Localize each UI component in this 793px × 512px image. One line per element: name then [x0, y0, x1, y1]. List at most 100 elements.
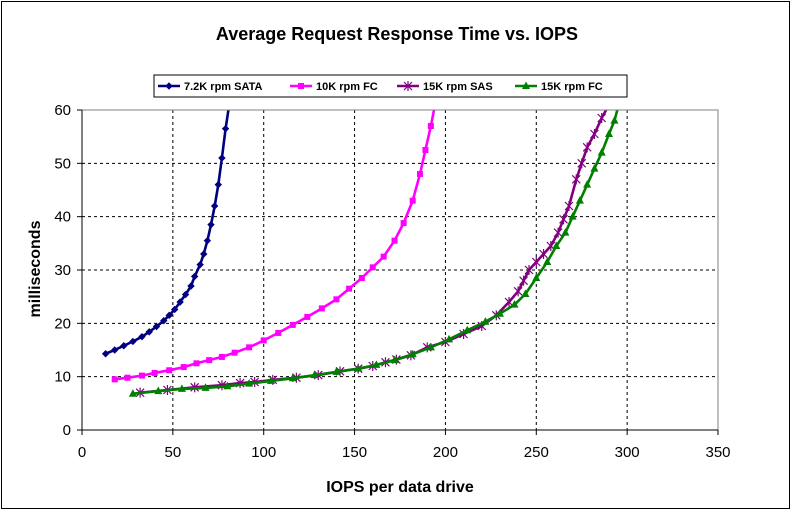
data-point [218, 154, 226, 162]
data-point [177, 384, 186, 392]
data-point [275, 329, 282, 336]
data-point [372, 360, 381, 368]
data-point [408, 349, 417, 358]
series-1 [101, 102, 232, 358]
data-point [318, 305, 325, 312]
data-point [354, 364, 363, 372]
data-point [304, 313, 311, 320]
data-point [543, 257, 552, 265]
data-point [390, 355, 399, 364]
data-point [431, 110, 438, 111]
data-point [145, 328, 153, 336]
data-point [380, 253, 387, 260]
data-point [409, 197, 416, 204]
legend-marker [403, 81, 413, 91]
legend-item: 15K rpm SAS [397, 81, 493, 93]
series-layer [101, 100, 623, 398]
x-tick-label: 300 [615, 444, 640, 461]
data-point [260, 337, 267, 344]
series-2 [111, 110, 438, 383]
data-point [196, 260, 204, 269]
data-point [590, 164, 599, 172]
legend-items: 7.2K rpm SATA 10K rpm FC 15K rpm SAS 15K rp… [158, 81, 603, 93]
data-point [521, 289, 530, 297]
data-point [288, 373, 297, 382]
y-tick-label: 20 [54, 315, 71, 332]
data-point [246, 344, 253, 351]
data-point [597, 148, 606, 156]
data-point [577, 158, 587, 169]
plot-area [81, 100, 719, 431]
data-point [597, 113, 607, 123]
data-point [553, 227, 563, 238]
data-point [223, 381, 232, 390]
data-point [165, 311, 173, 320]
data-point [206, 357, 213, 364]
data-point [170, 305, 179, 314]
y-tick-label: 60 [54, 102, 71, 119]
data-point [552, 241, 561, 249]
data-point [575, 196, 584, 204]
data-point [583, 180, 592, 188]
x-axis-label: IOPS per data drive [326, 479, 474, 496]
y-tick-label: 30 [54, 262, 71, 279]
data-point [400, 220, 407, 227]
chart-title: Average Request Response Time vs. IOPS [216, 24, 578, 44]
series-4 [128, 110, 623, 397]
data-point [181, 290, 190, 299]
data-point [226, 102, 232, 108]
data-point [180, 364, 187, 371]
y-tick-label: 10 [54, 369, 71, 386]
y-tick-label: 50 [54, 155, 71, 172]
x-tick-label: 0 [78, 444, 86, 461]
data-point [332, 367, 341, 375]
x-tick-label: 100 [251, 444, 276, 461]
data-point [610, 116, 619, 124]
data-point [346, 285, 353, 292]
data-point [391, 237, 398, 244]
data-point [129, 337, 137, 346]
data-point [504, 297, 514, 307]
data-point [333, 296, 340, 303]
data-point [445, 334, 454, 343]
data-point [207, 220, 215, 229]
data-point [111, 346, 119, 354]
legend-box [153, 74, 628, 98]
axes: 0 50 100 150 200 250 300 350 0 10 20 30 40 50 60 [54, 102, 730, 461]
data-point [559, 214, 568, 225]
y-tick-label: 0 [63, 422, 71, 439]
data-point [510, 300, 519, 308]
data-point [231, 349, 238, 356]
data-point [221, 124, 230, 133]
legend-label: 15K rpm FC [541, 81, 603, 93]
data-point [358, 275, 365, 281]
data-point [138, 332, 146, 341]
data-point [218, 353, 225, 360]
data-point [590, 129, 599, 139]
data-point [605, 100, 613, 110]
data-point [531, 257, 541, 267]
data-point [101, 350, 110, 358]
data-point [160, 316, 168, 325]
data-point [203, 236, 212, 245]
data-point [190, 272, 199, 281]
legend-label: 15K rpm SAS [423, 81, 493, 93]
legend-item: 15K rpm FC [515, 81, 603, 93]
data-point [369, 264, 376, 271]
data-point [245, 379, 254, 387]
legend-marker [298, 83, 304, 89]
data-point [532, 273, 541, 281]
data-point [120, 342, 128, 350]
data-point [151, 369, 158, 376]
x-tick-label: 200 [433, 444, 458, 461]
data-point [111, 376, 118, 383]
data-point [571, 174, 581, 185]
data-point [176, 298, 184, 306]
data-point [166, 367, 173, 374]
data-point [427, 123, 434, 129]
data-point [193, 360, 200, 367]
data-point [201, 383, 210, 391]
legend-item: 10K rpm FC [290, 81, 378, 93]
